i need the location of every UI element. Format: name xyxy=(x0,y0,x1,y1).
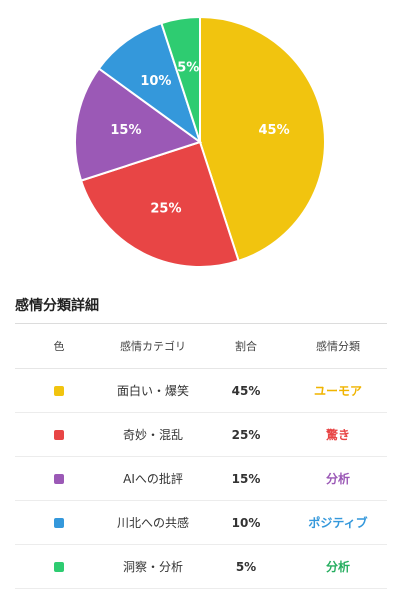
pie-slice xyxy=(97,21,202,145)
row-classification: ユーモア xyxy=(289,368,387,413)
pie-slice-label: 10% xyxy=(140,74,171,89)
row-classification: 分析 xyxy=(289,456,387,501)
row-classification: ポジティブ xyxy=(289,500,387,545)
row-category: AIへの批評 xyxy=(103,456,203,501)
pie-slice xyxy=(79,140,240,268)
row-ratio: 5% xyxy=(203,544,289,589)
header-color: 色 xyxy=(15,324,103,369)
emotion-pie-chart: 45% 25% 15% 10% 5% xyxy=(74,15,326,268)
row-ratio: 45% xyxy=(203,368,289,413)
row-ratio: 25% xyxy=(203,412,289,457)
row-category: 面白い・爆笑 xyxy=(103,368,203,413)
pie-slice-label: 15% xyxy=(110,123,141,138)
color-swatch xyxy=(54,474,64,484)
row-category: 洞察・分析 xyxy=(103,544,203,589)
header-classification: 感情分類 xyxy=(289,324,387,369)
table-row: AIへの批評 15% 分析 xyxy=(15,456,387,501)
color-swatch xyxy=(54,430,64,440)
pie-slice xyxy=(199,15,326,263)
table-row: 面白い・爆笑 45% ユーモア xyxy=(15,368,387,413)
row-ratio: 15% xyxy=(203,456,289,501)
section-title: 感情分類詳細 xyxy=(15,298,99,314)
table-row: 川北への共感 10% ポジティブ xyxy=(15,500,387,545)
row-category: 奇妙・混乱 xyxy=(103,412,203,457)
color-swatch xyxy=(54,386,64,396)
table-row: 洞察・分析 5% 分析 xyxy=(15,544,387,589)
color-swatch xyxy=(54,518,64,528)
emotion-detail-table: 色 感情カテゴリ 割合 感情分類 面白い・爆笑 45% ユーモア 奇妙・混乱 2… xyxy=(15,324,387,589)
pie-slice-label: 5% xyxy=(177,60,199,75)
row-classification: 驚き xyxy=(289,412,387,457)
pie-slice-label: 45% xyxy=(259,123,290,138)
table-row: 奇妙・混乱 25% 驚き xyxy=(15,412,387,457)
color-swatch xyxy=(54,562,64,572)
table-header-row: 色 感情カテゴリ 割合 感情分類 xyxy=(15,324,387,369)
row-classification: 分析 xyxy=(289,544,387,589)
title-divider xyxy=(15,323,387,324)
pie-slice xyxy=(160,15,201,143)
row-ratio: 10% xyxy=(203,500,289,545)
header-category: 感情カテゴリ xyxy=(103,324,203,369)
pie-slice xyxy=(74,67,203,182)
pie-slice-label: 25% xyxy=(150,201,181,216)
row-category: 川北への共感 xyxy=(103,500,203,545)
header-ratio: 割合 xyxy=(203,324,289,369)
